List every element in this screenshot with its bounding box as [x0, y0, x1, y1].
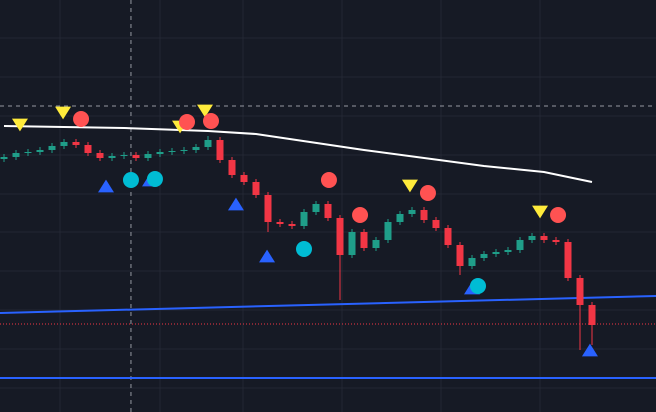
signal-circle	[352, 207, 369, 223]
signal-triangle	[196, 104, 213, 118]
candle-body	[84, 145, 92, 153]
candle-body	[396, 214, 404, 222]
signal-circle	[122, 172, 139, 188]
candle-body	[372, 240, 380, 248]
candle-body	[480, 254, 488, 258]
candle-body	[12, 153, 20, 157]
candle-body	[468, 258, 476, 266]
candle-body	[456, 245, 464, 266]
candle-body	[492, 252, 500, 254]
candle-body	[528, 236, 536, 240]
candle-body	[264, 195, 272, 222]
candle-body	[48, 146, 56, 150]
candle-body	[348, 232, 356, 255]
candle-body	[168, 151, 176, 152]
candle-body	[408, 210, 416, 214]
candle-body	[432, 220, 440, 228]
candle-body	[216, 140, 224, 160]
signal-circle	[295, 241, 312, 257]
signal-triangle	[55, 106, 72, 120]
signal-triangle	[97, 179, 114, 193]
candle-body	[144, 154, 152, 158]
candle-body	[288, 224, 296, 226]
candle-body	[36, 150, 44, 152]
signal-triangle	[11, 118, 28, 132]
signal-triangle	[259, 249, 276, 263]
candle-body	[60, 142, 68, 146]
signal-circle	[419, 185, 436, 201]
candle-body	[300, 212, 308, 226]
trend-line	[0, 295, 656, 314]
candle-body	[588, 305, 596, 325]
candle-body	[240, 175, 248, 182]
candle-body	[132, 155, 140, 158]
candle-body	[384, 222, 392, 240]
signal-triangle	[227, 197, 244, 211]
candle-body	[360, 232, 368, 248]
candle-body	[276, 222, 284, 224]
candle-body	[552, 240, 560, 242]
candle-body	[72, 142, 80, 145]
signal-circle	[470, 278, 487, 294]
candle-body	[576, 278, 584, 305]
signal-circle	[320, 172, 337, 188]
signal-triangle	[581, 343, 598, 357]
candle-body	[336, 218, 344, 255]
candle-body	[312, 204, 320, 212]
candle-body	[252, 182, 260, 195]
candle-body	[504, 250, 512, 252]
candle-body	[564, 242, 572, 278]
candle-body	[0, 157, 8, 159]
signal-triangle	[401, 179, 418, 193]
candle-body	[192, 147, 200, 150]
signal-circle	[550, 207, 567, 223]
candle-body	[96, 153, 104, 158]
signal-circle	[73, 111, 90, 127]
moving-average	[3, 125, 593, 183]
candle-body	[180, 150, 188, 151]
signal-circle	[146, 171, 163, 187]
candle-body	[120, 155, 128, 156]
candle-body	[444, 228, 452, 245]
signal-triangle	[532, 205, 549, 219]
candle-body	[108, 156, 116, 158]
candle-body	[156, 152, 164, 154]
signal-circle	[178, 114, 195, 130]
candle-body	[24, 152, 32, 153]
candle-body	[324, 204, 332, 218]
candle-body	[516, 240, 524, 250]
candle-body	[228, 160, 236, 175]
candle-body	[204, 140, 212, 147]
candle-body	[420, 210, 428, 220]
signal-circle	[202, 113, 219, 129]
candle-body	[540, 236, 548, 240]
